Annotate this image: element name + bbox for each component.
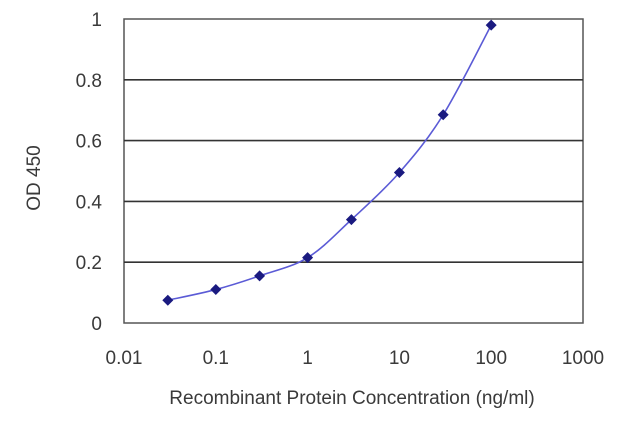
data-point <box>162 294 174 306</box>
data-point <box>345 214 357 226</box>
y-tick-label: 0 <box>91 314 102 335</box>
x-tick-label: 0.1 <box>203 348 229 369</box>
y-tick-label: 0.8 <box>76 71 102 92</box>
x-tick-label: 1 <box>302 348 313 369</box>
y-tick-label: 1 <box>91 10 102 31</box>
y-tick-label: 0.6 <box>76 132 102 153</box>
x-tick-label: 1000 <box>562 348 604 369</box>
series-layer <box>162 19 497 306</box>
data-point <box>437 109 449 121</box>
data-point <box>393 167 405 179</box>
y-tick-label: 0.4 <box>76 192 103 213</box>
data-point <box>302 252 314 264</box>
plot-frame <box>123 18 584 324</box>
x-axis-title: Recombinant Protein Concentration (ng/ml… <box>169 388 534 409</box>
data-point <box>485 19 497 31</box>
data-point <box>254 270 266 282</box>
y-axis: 0 0.2 0.4 0.6 0.8 1 <box>76 10 103 335</box>
y-axis-title: OD 450 <box>24 145 45 210</box>
x-tick-label: 0.01 <box>106 348 143 369</box>
y-tick-label: 0.2 <box>76 253 102 274</box>
data-point <box>210 284 222 296</box>
x-axis: 0.01 0.1 1 10 100 1000 <box>106 348 605 369</box>
x-tick-label: 100 <box>475 348 507 369</box>
plot-area <box>123 18 584 324</box>
x-tick-label: 10 <box>389 348 410 369</box>
